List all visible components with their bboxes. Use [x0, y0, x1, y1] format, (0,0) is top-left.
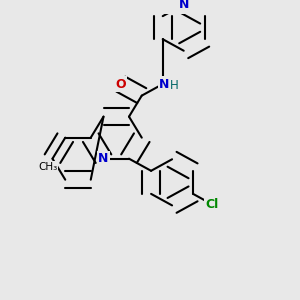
Text: CH₃: CH₃ [38, 161, 58, 172]
Text: N: N [178, 0, 189, 11]
Text: Cl: Cl [205, 198, 218, 211]
Text: O: O [116, 78, 126, 91]
Text: H: H [170, 79, 179, 92]
Text: N: N [159, 78, 169, 91]
Text: N: N [98, 152, 109, 165]
